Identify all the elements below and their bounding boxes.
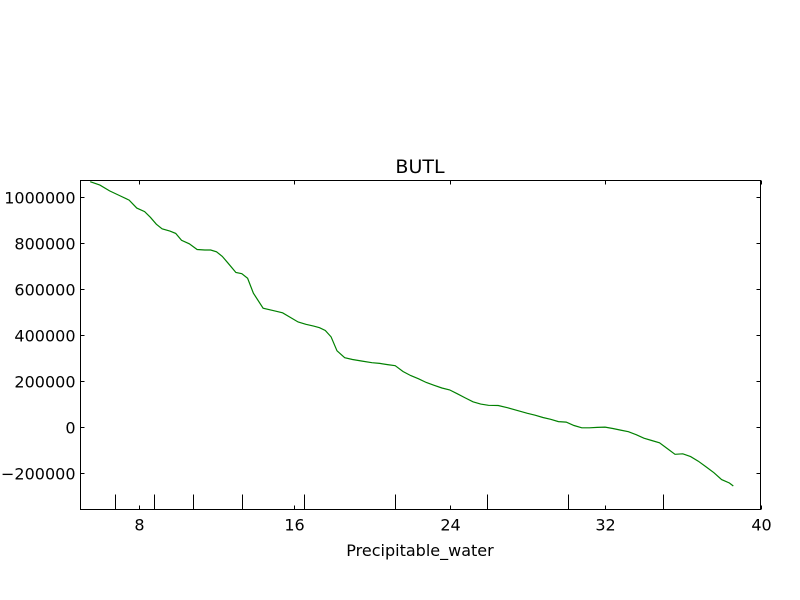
x-tick-label: 40 bbox=[751, 516, 771, 535]
y-tick-label: 0 bbox=[65, 419, 75, 438]
plot-frame bbox=[80, 180, 761, 510]
y-tick-label: 1000000 bbox=[4, 189, 75, 208]
x-tick-label: 16 bbox=[284, 516, 304, 535]
x-axis-label: Precipitable_water bbox=[346, 541, 494, 561]
x-tick-label: 24 bbox=[440, 516, 460, 535]
y-tick-label: 200000 bbox=[14, 373, 75, 392]
y-axis: 1000000 800000 600000 400000 200000 0 −200000 bbox=[1, 189, 761, 484]
x-tick-label: 32 bbox=[595, 516, 615, 535]
x-tick-label: 8 bbox=[134, 516, 144, 535]
y-tick-label: 600000 bbox=[14, 281, 75, 300]
chart-title: BUTL bbox=[395, 156, 445, 178]
minor-rug-layer bbox=[115, 494, 664, 510]
x-axis: 8 16 24 32 40 bbox=[134, 180, 772, 535]
y-tick-label: 800000 bbox=[14, 235, 75, 254]
series-line-0 bbox=[90, 181, 734, 487]
y-tick-label: 400000 bbox=[14, 327, 75, 346]
series-layer bbox=[90, 181, 734, 487]
y-tick-label: −200000 bbox=[1, 465, 75, 484]
